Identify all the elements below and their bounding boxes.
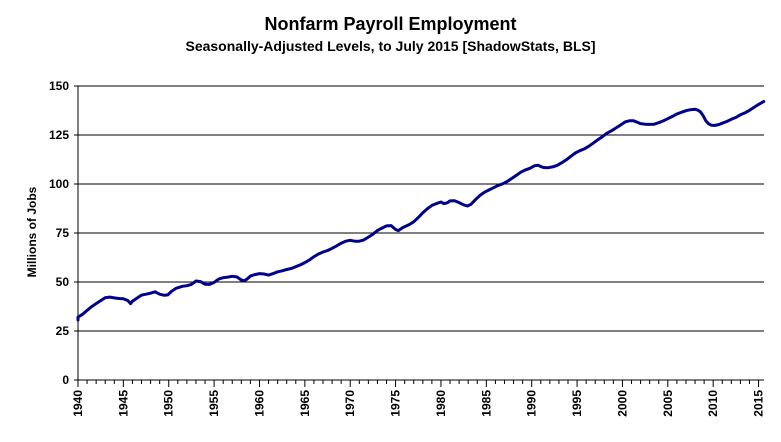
y-tick-label: 25 (56, 324, 70, 338)
x-tick-label: 1960 (252, 390, 266, 417)
y-tick-label: 100 (49, 177, 69, 191)
x-tick-label: 1980 (434, 390, 448, 417)
x-tick-label: 2000 (615, 390, 629, 417)
axes (74, 85, 764, 387)
x-tick-label: 2005 (661, 390, 675, 417)
series (76, 100, 766, 322)
x-tick-label: 1970 (343, 390, 357, 417)
x-tick-labels: 1940 1945 1950 1955 1960 1965 1970 1975 1980 1985… (71, 390, 766, 417)
x-tick-label: 1955 (207, 390, 221, 417)
x-tick-label: 1995 (570, 390, 584, 417)
y-tick-labels: 0 25 50 75 100 125 150 (49, 79, 69, 387)
series-line (76, 100, 766, 322)
chart-title: Nonfarm Payroll Employment (264, 14, 517, 34)
y-tick-label: 0 (62, 373, 69, 387)
y-tick-label: 125 (49, 128, 69, 142)
chart-subtitle: Seasonally-Adjusted Levels, to July 2015… (185, 38, 596, 54)
x-tick-label: 1990 (525, 390, 539, 417)
x-tick-label: 1945 (116, 390, 130, 417)
x-tick-label: 1985 (479, 390, 493, 417)
x-tick-label: 2015 (752, 390, 766, 417)
x-tick-label: 1975 (389, 390, 403, 417)
x-tick-label: 1950 (162, 390, 176, 417)
y-tick-label: 75 (56, 226, 70, 240)
x-tick-label: 2010 (706, 390, 720, 417)
y-axis-label: Millions of Jobs (25, 186, 39, 277)
x-tick-label: 1965 (298, 390, 312, 417)
y-tick-label: 50 (56, 275, 70, 289)
y-tick-label: 150 (49, 79, 69, 93)
x-tick-label: 1940 (71, 390, 85, 417)
